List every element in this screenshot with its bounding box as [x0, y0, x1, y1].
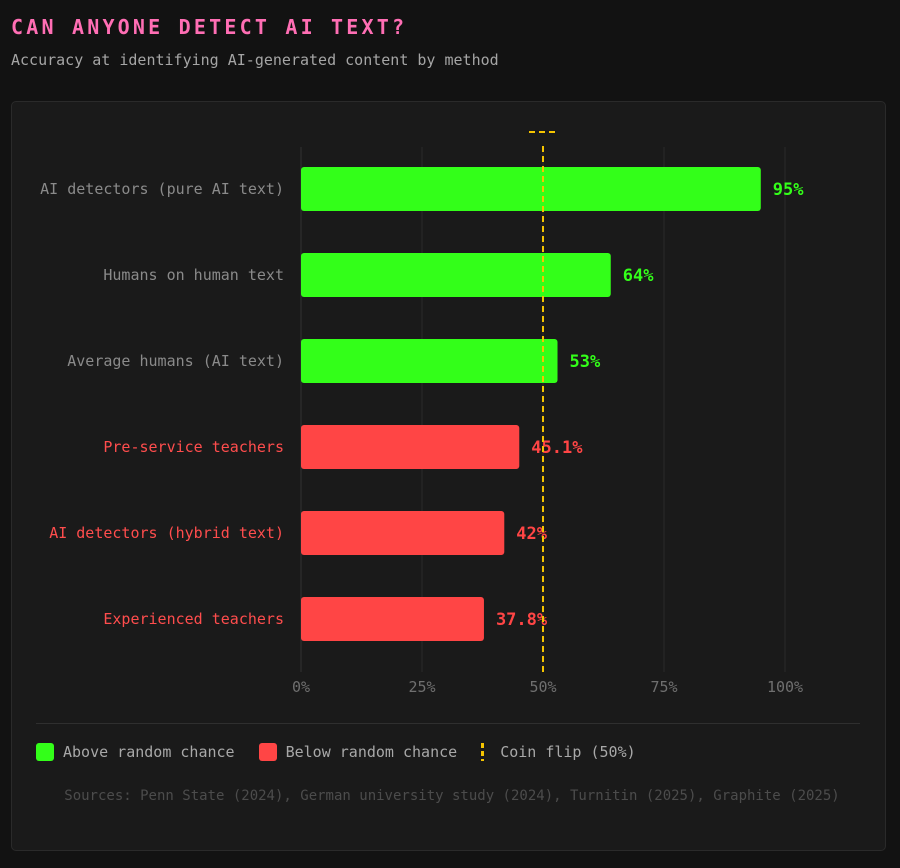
category-label: AI detectors (pure AI text) — [40, 180, 284, 198]
page-title: CAN ANYONE DETECT AI TEXT? — [11, 15, 408, 39]
legend-item-coin-flip: Coin flip (50%) — [481, 743, 636, 761]
legend-item-above: Above random chance — [36, 743, 235, 761]
legend: Above random chance Below random chance … — [36, 743, 660, 761]
x-tick-label: 0% — [292, 678, 310, 696]
category-label: AI detectors (hybrid text) — [49, 524, 284, 542]
legend-label-below: Below random chance — [285, 743, 458, 761]
x-tick-label: 100% — [767, 678, 803, 696]
bar — [301, 425, 520, 469]
category-label: Average humans (AI text) — [67, 352, 284, 370]
coin-flip-dash-icon — [481, 743, 485, 761]
value-label: 95% — [773, 180, 804, 200]
x-tick-label: 50% — [529, 678, 556, 696]
value-label: 37.8% — [496, 610, 548, 630]
category-label: Humans on human text — [103, 266, 284, 284]
category-label: Experienced teachers — [103, 610, 284, 628]
value-label: 45.1% — [531, 438, 583, 458]
above-swatch — [36, 743, 54, 761]
x-tick-label: 25% — [408, 678, 435, 696]
legend-item-below: Below random chance — [258, 743, 458, 761]
value-label: 64% — [623, 266, 654, 286]
bar — [301, 167, 761, 211]
bar-chart: 0% 25% 50% 75% 100% AI detectors (pure AI tex… — [40, 131, 804, 696]
bar — [301, 253, 611, 297]
bar — [301, 597, 484, 641]
sources-note: Sources: Penn State (2024), German unive… — [64, 788, 840, 804]
legend-label-coin-flip: Coin flip (50%) — [500, 743, 636, 761]
chart-card: 0% 25% 50% 75% 100% AI detectors (pure AI tex… — [11, 101, 886, 851]
legend-divider — [36, 723, 860, 724]
legend-label-above: Above random chance — [63, 743, 235, 761]
category-label: Pre-service teachers — [103, 438, 284, 456]
x-tick-label: 75% — [650, 678, 677, 696]
bar — [301, 339, 558, 383]
page-subtitle: Accuracy at identifying AI-generated con… — [11, 51, 499, 69]
category-labels: AI detectors (pure AI text) Humans on hum… — [40, 180, 284, 628]
value-label: 42% — [516, 524, 547, 544]
bar — [301, 511, 505, 555]
value-label: 53% — [570, 352, 601, 372]
below-swatch — [258, 743, 277, 761]
